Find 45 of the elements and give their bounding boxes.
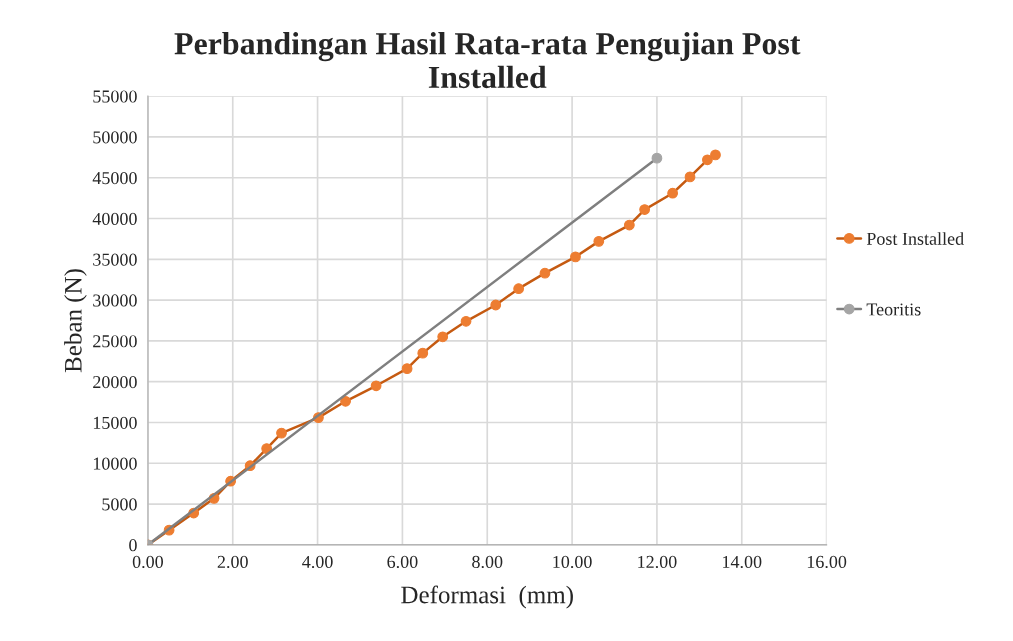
y-tick-label: 55000: [93, 90, 137, 103]
y-tick-label: 5000: [102, 498, 137, 511]
point: [667, 187, 679, 199]
legend-label: Teoritis: [866, 303, 921, 316]
x-tick-label: 12.00: [638, 555, 677, 569]
y-tick-label: 45000: [92, 171, 137, 185]
y-tick-label: 30000: [93, 294, 137, 307]
point: [437, 331, 449, 343]
y-tick-label: 35000: [93, 253, 137, 266]
x-tick-label: 6.00: [387, 555, 418, 569]
x-tick-label: 4.00: [302, 555, 333, 569]
point: [401, 363, 413, 375]
x-tick-label: 14.00: [723, 555, 762, 569]
point: [340, 395, 351, 407]
point: [623, 219, 635, 231]
x-tick-label: 16.00: [807, 555, 847, 569]
point: [370, 380, 382, 392]
point: [460, 315, 472, 327]
point: [702, 154, 713, 166]
legend-label: Post Installed: [866, 232, 964, 245]
point: [417, 347, 429, 359]
y-tick-label: 40000: [92, 212, 137, 225]
point: [593, 235, 605, 247]
x-tick-label: 10.00: [553, 555, 592, 569]
point: [513, 283, 525, 295]
y-tick-label: 15000: [93, 416, 137, 429]
point: [570, 251, 581, 263]
x-tick-label: 2.00: [217, 555, 248, 569]
point: [651, 152, 663, 164]
y-axis-title: Beban (N): [64, 269, 87, 373]
point: [490, 299, 502, 311]
y-tick-label: 0: [129, 539, 137, 552]
x-tick-label: 0.00: [132, 555, 164, 569]
y-tick-label: 10000: [93, 457, 137, 470]
y-tick-label: 25000: [93, 335, 137, 348]
y-tick-label: 50000: [93, 131, 137, 144]
chart-title: Perbandingan Hasil Rata-rata Pengujian Post Installed: [174, 32, 801, 89]
point: [710, 149, 721, 161]
x-tick-label: 8.00: [472, 555, 503, 569]
point: [276, 427, 287, 439]
point: [539, 267, 551, 279]
y-tick-label: 20000: [93, 375, 137, 389]
x-axis-title: Deformasi (mm): [401, 585, 573, 609]
point: [639, 204, 651, 215]
point: [684, 171, 696, 183]
